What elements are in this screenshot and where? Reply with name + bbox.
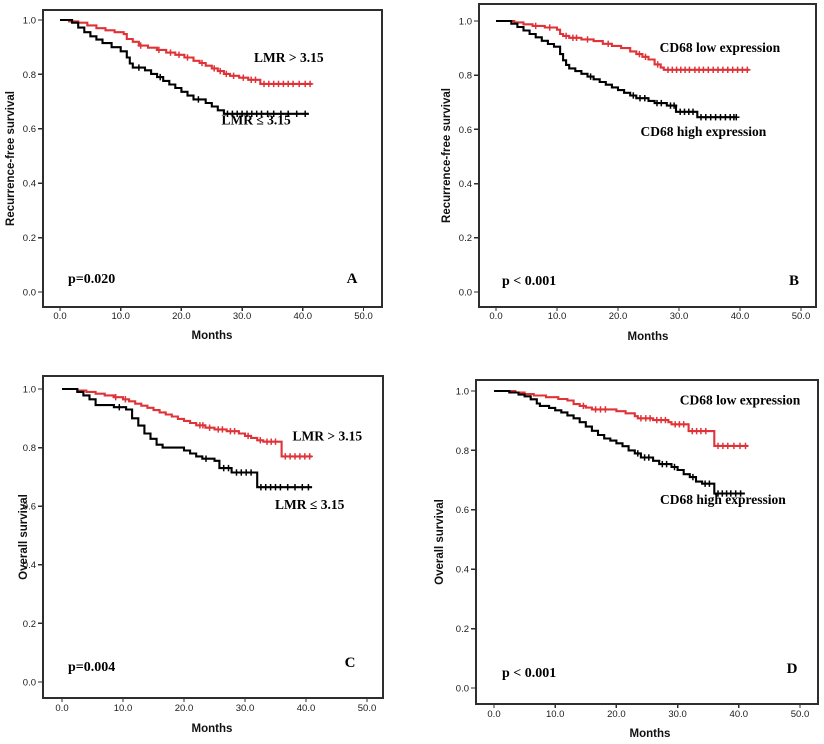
- x-tick-label: 30.0: [670, 311, 689, 322]
- y-tick-label: 1.0: [23, 15, 36, 26]
- panel-letter: B: [789, 273, 799, 289]
- y-axis-title: Recurrence-free survival: [5, 91, 17, 226]
- p-value-label: p < 0.001: [502, 666, 556, 681]
- x-tick-label: 10.0: [114, 703, 133, 714]
- panel-overall-survival-cd68: 0.0 10.0 20.0 30.0 40.0 50.0 0.0 0.2 0.4 0.6 0.8 1.…: [412, 372, 824, 744]
- y-tick-label: 0.8: [23, 443, 36, 454]
- x-axis-title: Months: [628, 331, 669, 343]
- plot-frame: [475, 379, 819, 705]
- series-label: LMR ≤ 3.15: [221, 113, 291, 128]
- panel-recurrence-free-survival-cd68: 0.0 10.0 20.0 30.0 40.0 50.0 0.0 0.2 0.4 0.6 0.8 1.…: [412, 0, 824, 372]
- y-tick-label: 0.4: [23, 179, 36, 190]
- y-tick-label: 0.2: [459, 233, 472, 244]
- y-tick-label: 1.0: [23, 384, 36, 395]
- x-tick-label: 40.0: [297, 703, 316, 714]
- km-chart-A: 0.0 10.0 20.0 30.0 40.0 50.0 0.0 0.2 0.4 0.6 0.8 1.…: [5, 9, 383, 342]
- y-axis-title: Overall survival: [434, 499, 446, 585]
- km-chart-D: 0.0 10.0 20.0 30.0 40.0 50.0 0.0 0.2 0.4 0.6 0.8 1.…: [434, 379, 819, 740]
- x-tick-label: 30.0: [233, 311, 252, 322]
- y-tick-label: 0.0: [459, 287, 472, 298]
- survival-curve: [496, 19, 737, 119]
- y-tick-label: 0.0: [456, 683, 469, 694]
- x-tick-label: 50.0: [792, 311, 811, 322]
- survival-curve: [494, 389, 748, 447]
- y-tick-label: 0.0: [23, 287, 36, 298]
- x-tick-label: 30.0: [668, 709, 687, 720]
- plot-frame: [42, 9, 383, 308]
- y-tick-label: 0.8: [23, 70, 36, 81]
- plot-frame: [42, 375, 384, 699]
- y-axis-title: Overall survival: [18, 494, 30, 580]
- x-tick-label: 30.0: [236, 703, 255, 714]
- x-tick-label: 20.0: [175, 703, 194, 714]
- x-axis-title: Months: [192, 330, 233, 342]
- survival-curve: [62, 387, 313, 489]
- panel-letter: C: [345, 655, 356, 671]
- p-value-label: p=0.020: [68, 272, 115, 287]
- series-label: LMR > 3.15: [293, 428, 363, 443]
- x-tick-label: 40.0: [294, 311, 313, 322]
- y-tick-label: 0.6: [23, 124, 36, 135]
- panel-letter: A: [347, 271, 358, 287]
- survival-curve: [60, 18, 309, 115]
- y-axis-title: Recurrence-free survival: [441, 88, 453, 223]
- y-tick-label: 0.6: [23, 502, 36, 513]
- y-tick-label: 0.4: [459, 179, 472, 190]
- x-tick-label: 50.0: [358, 703, 377, 714]
- y-tick-label: 1.0: [456, 386, 469, 397]
- x-tick-label: 10.0: [546, 709, 565, 720]
- x-tick-label: 0.0: [487, 709, 500, 720]
- x-tick-label: 50.0: [791, 709, 810, 720]
- x-tick-label: 20.0: [607, 709, 626, 720]
- x-tick-label: 10.0: [111, 311, 130, 322]
- x-tick-label: 40.0: [731, 311, 750, 322]
- y-tick-label: 0.4: [23, 560, 36, 571]
- p-value-label: p=0.004: [68, 660, 115, 675]
- plot-frame: [478, 3, 817, 308]
- y-tick-label: 1.0: [459, 16, 472, 27]
- series-label: LMR ≤ 3.15: [275, 497, 345, 512]
- series-label: LMR > 3.15: [254, 50, 324, 65]
- y-tick-label: 0.2: [23, 233, 36, 244]
- x-axis-title: Months: [630, 728, 671, 740]
- series-label: CD68 low expression: [660, 40, 781, 55]
- x-tick-label: 10.0: [548, 311, 567, 322]
- km-chart-C: 0.0 10.0 20.0 30.0 40.0 50.0 0.0 0.2 0.4 0.6 0.8 1.…: [18, 375, 384, 735]
- panel-overall-survival-lmr: 0.0 10.0 20.0 30.0 40.0 50.0 0.0 0.2 0.4 0.6 0.8 1.…: [0, 372, 412, 744]
- series-label: CD68 high expression: [641, 124, 767, 139]
- x-tick-label: 50.0: [354, 311, 373, 322]
- x-tick-label: 0.0: [53, 311, 66, 322]
- x-tick-label: 20.0: [609, 311, 628, 322]
- survival-curve: [496, 19, 750, 71]
- y-tick-label: 0.2: [23, 619, 36, 630]
- x-tick-label: 0.0: [55, 703, 68, 714]
- y-tick-label: 0.8: [459, 71, 472, 82]
- panel-recurrence-free-survival-lmr: 0.0 10.0 20.0 30.0 40.0 50.0 0.0 0.2 0.4 0.6 0.8 1.…: [0, 0, 412, 372]
- x-tick-label: 0.0: [489, 311, 502, 322]
- y-tick-label: 0.8: [456, 446, 469, 457]
- x-axis-title: Months: [192, 723, 233, 735]
- series-label: CD68 high expression: [660, 492, 786, 507]
- y-tick-label: 0.6: [456, 505, 469, 516]
- y-tick-label: 0.4: [456, 565, 469, 576]
- p-value-label: p < 0.001: [502, 274, 556, 289]
- km-chart-B: 0.0 10.0 20.0 30.0 40.0 50.0 0.0 0.2 0.4 0.6 0.8 1.…: [441, 3, 817, 343]
- panel-letter: D: [787, 661, 798, 677]
- x-tick-label: 20.0: [172, 311, 191, 322]
- survival-curve: [62, 387, 313, 458]
- y-tick-label: 0.2: [456, 624, 469, 635]
- y-tick-label: 0.6: [459, 125, 472, 136]
- survival-curve: [494, 389, 745, 495]
- y-tick-label: 0.0: [23, 677, 36, 688]
- series-label: CD68 low expression: [680, 392, 801, 407]
- x-tick-label: 40.0: [730, 709, 749, 720]
